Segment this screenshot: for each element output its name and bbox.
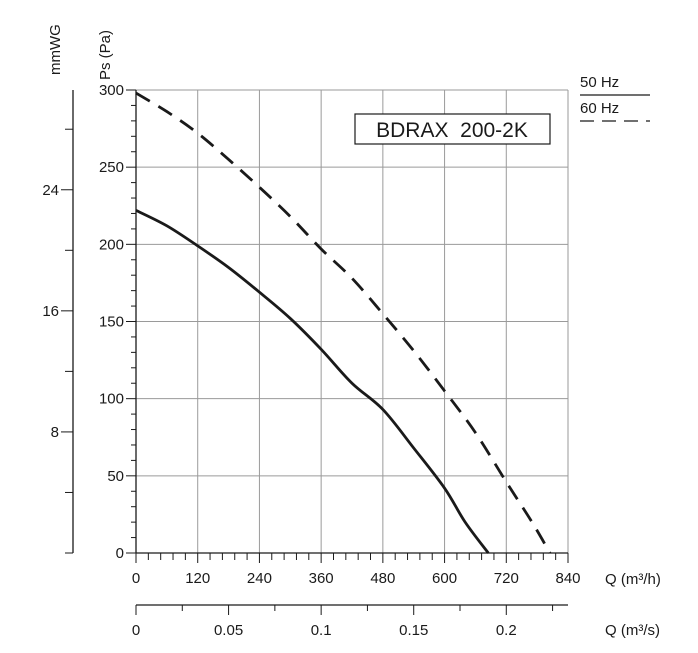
y-tick-label: 250 xyxy=(99,159,124,176)
x2-tick-label: 0.2 xyxy=(496,622,517,639)
y-tick-label: 0 xyxy=(116,545,124,562)
series-lines xyxy=(135,91,552,554)
x2-tick-label: 0.1 xyxy=(311,622,332,639)
y-tick-label: 200 xyxy=(99,236,124,253)
x-tick-label: 120 xyxy=(185,570,210,587)
chart-title: BDRAX 200-2K xyxy=(376,119,528,142)
x2-axis-label: Q (m³/s) xyxy=(605,622,660,639)
series-line-1 xyxy=(135,91,552,554)
ticks: 0 120 240 360 480 600 720 840050100150200250300… xyxy=(42,82,580,639)
y2-tick-label: 24 xyxy=(42,182,59,199)
y-tick-label: 50 xyxy=(107,468,124,485)
x-tick-label: 240 xyxy=(247,570,272,587)
x2-tick-label: 0.05 xyxy=(214,622,243,639)
y2-tick-label: 8 xyxy=(51,424,59,441)
x2-tick-label: 0.15 xyxy=(399,622,428,639)
legend-label-1: 60 Hz xyxy=(580,100,619,117)
y-tick-label: 300 xyxy=(99,82,124,99)
x-tick-label: 600 xyxy=(432,570,457,587)
x-tick-label: 840 xyxy=(555,570,580,587)
y-tick-label: 150 xyxy=(99,314,124,331)
x-tick-label: 720 xyxy=(494,570,519,587)
y-axis-label: Ps (Pa) xyxy=(97,30,114,80)
x-tick-label: 480 xyxy=(370,570,395,587)
title-frame xyxy=(354,113,551,145)
title-box: BDRAX 200-2K xyxy=(354,113,551,145)
x-tick-label: 360 xyxy=(309,570,334,587)
y2-tick-label: 16 xyxy=(42,303,59,320)
x-axis-label: Q (m³/h) xyxy=(605,571,661,588)
grid xyxy=(136,89,569,553)
legend: 50 Hz 60 Hz xyxy=(580,74,650,122)
y-tick-label: 100 xyxy=(99,391,124,408)
x-tick-label: 0 xyxy=(132,570,140,587)
series-line-0 xyxy=(135,209,490,554)
legend-label-0: 50 Hz xyxy=(580,74,619,91)
y2-axis-label: mmWG xyxy=(47,24,64,75)
x2-tick-label: 0 xyxy=(132,622,140,639)
